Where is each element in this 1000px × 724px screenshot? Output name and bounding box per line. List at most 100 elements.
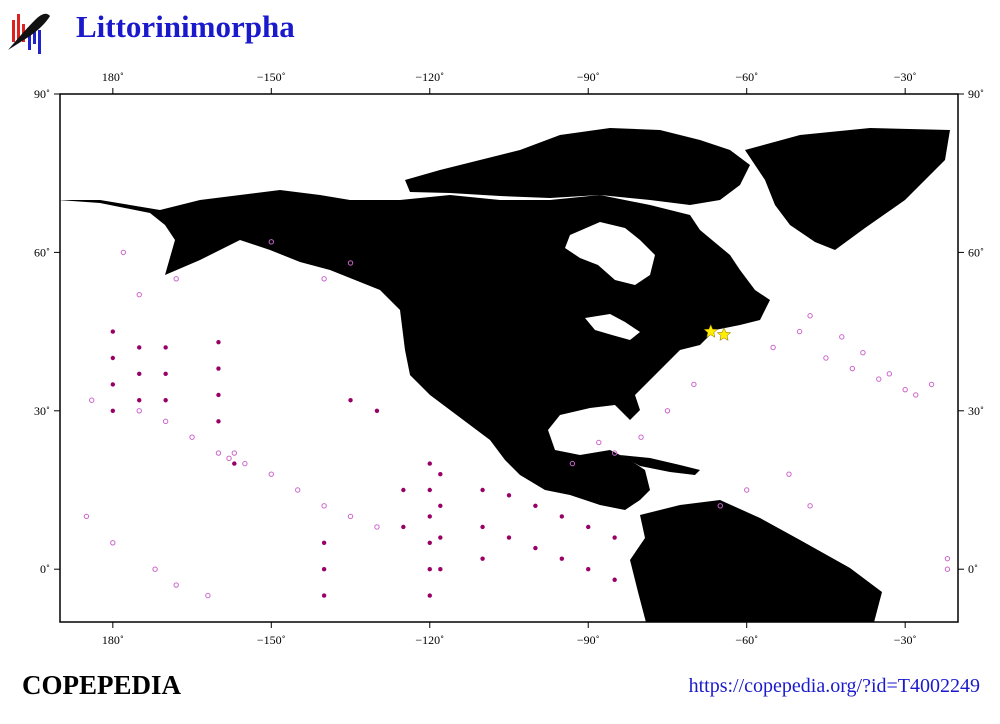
record-point <box>717 503 723 509</box>
record-point <box>268 239 274 245</box>
record-point <box>902 386 908 393</box>
record-point <box>189 434 195 440</box>
record-point <box>321 276 327 282</box>
record-point <box>427 461 432 466</box>
x-tick-label: −30˚ <box>894 633 917 647</box>
record-point <box>110 408 116 413</box>
footer-right[interactable]: https://copepedia.org/?id=T4002249 <box>689 675 980 697</box>
record-point <box>823 355 829 361</box>
y-tick-label: 60˚ <box>968 245 984 259</box>
record-point <box>611 450 618 456</box>
record-point <box>559 514 565 519</box>
record-point <box>839 334 845 340</box>
map-frame <box>59 93 959 623</box>
north-america <box>60 190 770 510</box>
record-point <box>120 249 127 256</box>
arctic-islands <box>405 128 750 205</box>
record-point <box>162 418 169 425</box>
record-point <box>533 545 538 551</box>
x-tick-label: −120˚ <box>415 633 444 647</box>
x-tick-label: −150˚ <box>257 633 286 647</box>
record-star <box>703 323 719 338</box>
footer-left: COPEPEDIA <box>22 670 182 700</box>
record-point <box>401 524 406 530</box>
record-point <box>173 276 179 282</box>
y-tick-label: 30˚ <box>968 404 984 418</box>
record-point <box>480 524 485 530</box>
x-tick-label: 180˚ <box>102 70 124 84</box>
record-point <box>860 350 866 356</box>
caribbean <box>620 455 700 475</box>
x-tick-label: −90˚ <box>577 633 600 647</box>
record-point <box>226 455 232 462</box>
y-tick-label: 0˚ <box>968 562 978 576</box>
record-point <box>638 434 644 440</box>
record-point <box>807 313 813 319</box>
record-point <box>173 582 179 588</box>
record-point <box>506 493 512 498</box>
great-lakes <box>585 314 640 340</box>
record-point <box>216 419 221 424</box>
record-point <box>796 328 803 335</box>
record-point <box>137 398 142 403</box>
record-point <box>216 392 221 398</box>
y-tick-label: 0˚ <box>40 562 50 576</box>
logo <box>8 13 50 54</box>
record-point <box>438 567 443 572</box>
record-point <box>163 345 168 350</box>
greenland <box>745 128 950 250</box>
x-tick-label: −90˚ <box>577 70 600 84</box>
hudson-bay <box>565 222 655 285</box>
record-point <box>110 540 116 546</box>
record-point <box>928 381 935 388</box>
record-point <box>664 408 671 414</box>
record-point <box>691 381 697 388</box>
record-point <box>321 593 327 598</box>
x-tick-label: −60˚ <box>735 70 758 84</box>
y-tick-label: 90˚ <box>968 87 984 101</box>
record-point <box>88 397 95 403</box>
record-point <box>612 577 617 582</box>
record-point <box>913 392 919 398</box>
record-point <box>348 398 353 403</box>
record-point <box>242 460 248 467</box>
record-point <box>944 566 951 572</box>
record-point <box>427 593 432 598</box>
south-america <box>630 500 882 622</box>
title: Littorinimorpha <box>76 9 295 44</box>
record-point <box>744 487 750 493</box>
record-point <box>427 567 432 572</box>
record-point <box>231 450 238 456</box>
record-point <box>480 556 485 561</box>
record-point <box>205 592 211 599</box>
record-point <box>569 460 576 467</box>
record-point <box>347 260 354 266</box>
record-point <box>216 339 221 345</box>
record-point <box>559 556 565 561</box>
record-point <box>232 461 237 466</box>
record-point <box>533 503 538 509</box>
record-point <box>849 365 856 372</box>
record-point <box>586 524 591 530</box>
record-point <box>427 514 432 519</box>
record-point <box>374 524 380 530</box>
record-point <box>136 408 142 414</box>
record-point <box>110 382 116 387</box>
x-tick-label: −150˚ <box>257 70 286 84</box>
record-point <box>295 487 301 493</box>
record-point <box>110 355 116 361</box>
record-point <box>152 566 158 572</box>
record-point <box>438 503 443 509</box>
x-tick-label: −120˚ <box>415 70 444 84</box>
record-point <box>163 398 168 403</box>
x-tick-label: −30˚ <box>894 70 917 84</box>
record-star <box>716 327 732 341</box>
record-point <box>586 567 591 572</box>
land <box>60 128 950 622</box>
record-point <box>886 371 893 377</box>
record-point <box>438 535 443 540</box>
record-point <box>770 344 776 351</box>
record-point <box>427 487 432 493</box>
record-point <box>374 408 380 413</box>
